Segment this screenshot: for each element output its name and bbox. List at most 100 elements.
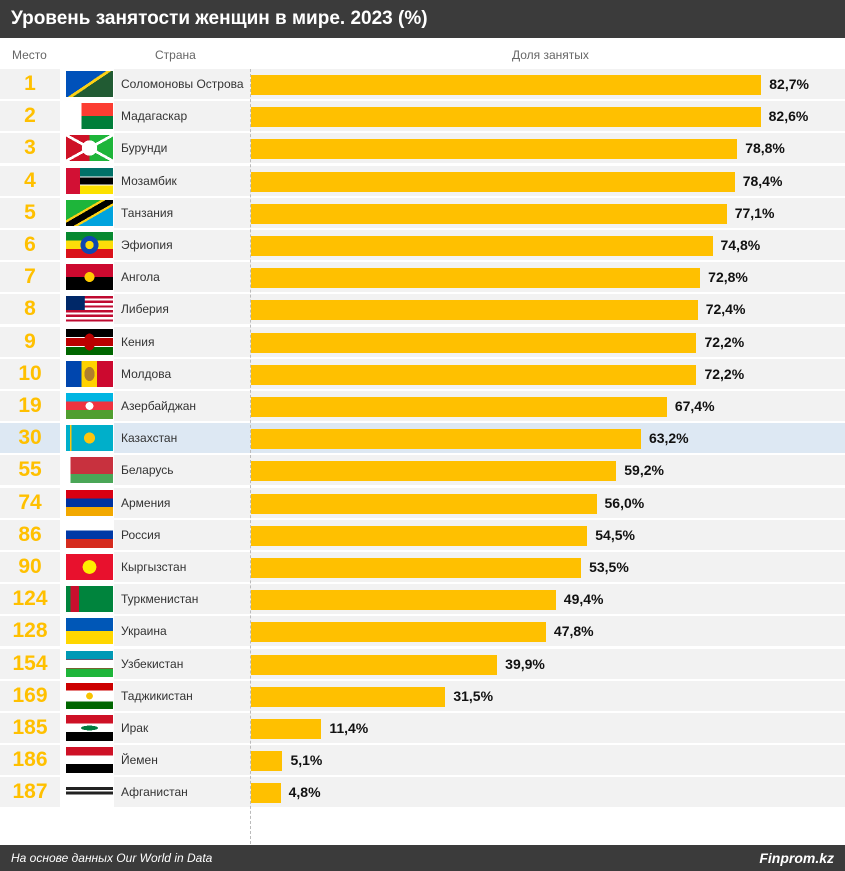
- flag-cell: [60, 519, 114, 550]
- flag-cell: [60, 648, 114, 679]
- flag-cell: [60, 391, 114, 421]
- bar: [251, 171, 735, 192]
- flag-icon: [66, 71, 113, 97]
- source-note: На основе данных Our World in Data: [11, 851, 213, 865]
- country-label: Ангола: [121, 270, 160, 285]
- country-label: Либерия: [121, 302, 169, 317]
- chart-title: Уровень занятости женщин в мире. 2023 (%…: [0, 0, 845, 38]
- value-label: 77,1%: [734, 204, 775, 221]
- table-row: 154 Узбекистан 39,9%: [0, 648, 845, 679]
- value-label: 72,2%: [704, 365, 745, 382]
- bar: [251, 719, 322, 739]
- value-label: 72,4%: [705, 301, 746, 318]
- rank-label: 86: [18, 522, 42, 546]
- table-row: 19 Азербайджан 67,4%: [0, 391, 845, 421]
- bar: [251, 332, 697, 353]
- country-label: Кения: [121, 334, 155, 349]
- flag-cell: [60, 745, 114, 776]
- country-label: Россия: [121, 527, 161, 542]
- bar: [251, 203, 727, 224]
- country-label: Беларусь: [121, 463, 174, 478]
- country-label: Танзания: [121, 205, 174, 220]
- country-label: Армения: [121, 495, 171, 510]
- rank-label: 55: [18, 458, 42, 482]
- country-label: Ирак: [121, 721, 149, 735]
- bar: [251, 493, 597, 514]
- country-label: Таджикистан: [121, 688, 193, 703]
- table-row: 3 Бурунди 78,8%: [0, 133, 845, 164]
- flag-cell: [60, 358, 114, 389]
- flag-icon: [66, 167, 113, 194]
- table-row: 74 Армения 56,0%: [0, 487, 845, 518]
- flag-icon: [66, 747, 113, 774]
- flag-cell: [60, 616, 114, 647]
- flag-cell: [60, 294, 114, 325]
- value-label: 47,8%: [553, 623, 594, 640]
- flag-cell: [60, 680, 114, 711]
- bar: [251, 686, 446, 707]
- flag-icon: [66, 425, 113, 452]
- bar: [251, 268, 701, 289]
- flag-cell: [60, 326, 114, 357]
- country-label: Казахстан: [121, 431, 178, 446]
- rank-label: 3: [24, 136, 36, 160]
- value-label: 82,6%: [768, 108, 809, 125]
- rank-label: 74: [18, 490, 42, 514]
- country-label: Бурунди: [121, 141, 168, 156]
- table-row: 128 Украина 47,8%: [0, 616, 845, 647]
- flag-cell: [60, 69, 114, 99]
- rank-label: 10: [18, 361, 42, 385]
- rank-label: 154: [12, 651, 48, 675]
- value-label: 11,4%: [329, 720, 369, 736]
- table-row: 124 Туркменистан 49,4%: [0, 584, 845, 615]
- table-row: 6 Эфиопия 74,8%: [0, 230, 845, 260]
- axis-line: [250, 69, 251, 844]
- rank-label: 7: [24, 265, 36, 289]
- value-label: 4,8%: [288, 784, 321, 801]
- rank-label: 6: [24, 233, 36, 256]
- flag-icon: [66, 393, 113, 419]
- value-label: 54,5%: [595, 526, 635, 543]
- rank-label: 187: [12, 780, 48, 804]
- country-label: Азербайджан: [121, 399, 197, 413]
- bar: [251, 590, 556, 611]
- table-row: 8 Либерия 72,4%: [0, 294, 845, 325]
- value-label: 72,8%: [708, 269, 748, 286]
- flag-cell: [60, 230, 114, 260]
- flag-cell: [60, 584, 114, 615]
- value-label: 78,4%: [742, 172, 783, 189]
- table-row: 30 Казахстан 63,2%: [0, 423, 845, 454]
- table-row: 9 Кения 72,2%: [0, 326, 845, 357]
- rank-label: 128: [12, 619, 48, 643]
- rank-label: 9: [24, 329, 36, 353]
- flag-cell: [60, 165, 114, 196]
- bar: [251, 558, 582, 578]
- flag-cell: [60, 262, 114, 293]
- table-row: 169 Таджикистан 31,5%: [0, 680, 845, 711]
- bar: [251, 783, 281, 804]
- value-label: 56,0%: [604, 494, 645, 511]
- table-row: 1 Соломоновы Острова 82,7%: [0, 69, 845, 99]
- flag-icon: [66, 328, 113, 355]
- country-label: Афганистан: [121, 785, 188, 800]
- flag-cell: [60, 777, 114, 808]
- country-label: Йемен: [121, 753, 158, 768]
- flag-icon: [66, 296, 113, 323]
- flag-icon: [66, 554, 113, 580]
- flag-icon: [66, 103, 113, 130]
- value-label: 5,1%: [290, 752, 323, 769]
- value-label: 59,2%: [624, 462, 664, 479]
- flag-icon: [66, 521, 113, 548]
- value-label: 67,4%: [674, 398, 715, 414]
- share-column-header: Доля занятых: [512, 48, 589, 62]
- rank-label: 186: [12, 748, 48, 772]
- table-row: 5 Танзания 77,1%: [0, 197, 845, 228]
- country-column-header: Страна: [155, 48, 196, 62]
- bar: [251, 397, 667, 417]
- rank-label: 1: [24, 72, 36, 95]
- country-label: Мадагаскар: [121, 109, 188, 124]
- value-label: 72,2%: [704, 333, 745, 350]
- bar: [251, 429, 641, 450]
- value-label: 31,5%: [453, 687, 494, 704]
- bar: [251, 139, 738, 160]
